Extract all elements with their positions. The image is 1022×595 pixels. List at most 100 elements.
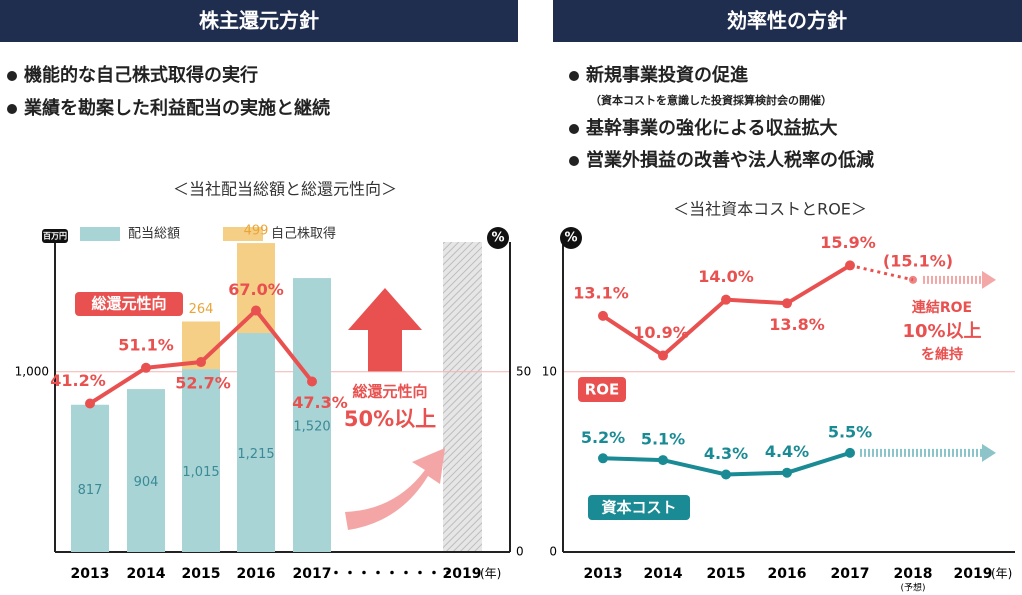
chart-title: ＜当社配当総額と総還元性向＞	[173, 180, 397, 199]
y2-tick-label: 0	[516, 545, 524, 559]
x-tick-label: 2019	[443, 566, 482, 582]
bar-label: 264	[189, 302, 214, 317]
bullet: 機能的な自己株式取得の実行	[24, 64, 258, 86]
bar-label: 1,520	[293, 420, 330, 435]
annotation: 50%以上	[344, 407, 436, 431]
line-point	[307, 376, 317, 387]
point-label: 15.9%	[820, 233, 876, 252]
bar	[237, 333, 275, 552]
point-label: 13.1%	[573, 283, 629, 302]
line-point	[251, 305, 261, 316]
bullet-dot	[569, 71, 579, 81]
x-tick-label: 2017	[293, 566, 332, 582]
header: 株主還元方針	[199, 9, 319, 33]
x-tick-label: 2016	[768, 566, 807, 582]
point-label: 47.3%	[292, 393, 348, 412]
point-label: 14.0%	[698, 267, 754, 286]
up-arrow	[348, 288, 422, 372]
bar-label: 817	[78, 483, 103, 498]
y-tick-label: 10	[542, 364, 557, 378]
point-label: 41.2%	[50, 371, 106, 390]
point-label: 51.1%	[118, 335, 174, 354]
header-bar	[553, 0, 1022, 42]
x-unit: (年)	[991, 567, 1012, 581]
point-label: 13.8%	[769, 315, 825, 334]
point-label: 10.9%	[633, 323, 689, 342]
point-label: (15.1%)	[883, 251, 953, 270]
series-name: 資本コスト	[601, 499, 676, 517]
bullet-dot	[569, 156, 579, 166]
bar	[71, 404, 109, 552]
header: 効率性の方針	[727, 9, 847, 33]
x-tick-note: (予想)	[900, 582, 925, 594]
forecast-bar	[443, 242, 482, 552]
x-tick-label: 2013	[584, 566, 623, 582]
x-tick-label: 2016	[237, 566, 276, 582]
x-tick-label: 2013	[71, 566, 110, 582]
line-point	[845, 447, 855, 458]
bar-label: 1,015	[182, 465, 219, 480]
point-label: 5.2%	[581, 428, 625, 447]
bullet: 業績を勘案した利益配当の実施と継続	[23, 97, 330, 119]
point-label: 5.1%	[641, 430, 685, 449]
bullet: 基幹事業の強化による収益拡大	[585, 117, 837, 139]
x-tick-label: ・・・・・・・・・	[329, 566, 455, 582]
line-point	[721, 294, 731, 305]
line-point	[85, 398, 95, 409]
y-tick-label: 1,000	[15, 364, 49, 378]
line-point	[196, 357, 206, 368]
x-tick-label: 2014	[127, 566, 166, 582]
line-point	[598, 453, 608, 464]
bar-label: 499	[244, 224, 269, 239]
bullet-note: （資本コストを意識した投資採算検討会の開催）	[590, 93, 832, 107]
annotation: を維持	[921, 346, 963, 363]
bar	[182, 369, 220, 552]
bar	[237, 243, 275, 334]
header-bar	[0, 0, 518, 42]
unit-badge	[487, 227, 509, 249]
point-label: 4.3%	[704, 444, 748, 463]
line-point	[598, 310, 608, 321]
y2-unit: %	[491, 231, 504, 246]
point-label: 52.7%	[175, 374, 231, 393]
bar	[293, 278, 331, 552]
bar-label: 904	[134, 475, 159, 490]
line-point	[141, 362, 151, 373]
series-tag	[578, 377, 626, 402]
line-point	[845, 260, 855, 271]
x-tick-label: 2019	[954, 566, 993, 582]
legend-swatch	[223, 227, 263, 241]
point-label: 5.5%	[828, 422, 872, 441]
line-point	[909, 275, 917, 284]
unit-badge	[560, 227, 582, 249]
x-tick-label: 2014	[644, 566, 683, 582]
series-name: 総還元性向	[91, 295, 166, 313]
series-tag	[75, 292, 183, 316]
bullet: 新規事業投資の促進	[586, 64, 748, 86]
y-unit: 百万円	[43, 232, 67, 241]
bullet-dot	[7, 71, 17, 81]
annotation: 10%以上	[902, 321, 981, 342]
trend-arrowhead	[982, 443, 996, 462]
x-unit: (年)	[480, 567, 501, 581]
y2-tick-label: 50	[516, 364, 531, 378]
line-point	[782, 298, 792, 309]
x-tick-label: 2018	[894, 566, 933, 582]
line-point	[658, 350, 668, 361]
annotation: 連結ROE	[912, 299, 972, 316]
x-tick-label: 2015	[707, 566, 746, 582]
series-tag	[588, 495, 690, 520]
y-tick-label: 0	[549, 545, 557, 559]
x-tick-label: 2017	[831, 566, 870, 582]
bullet-dot	[7, 104, 17, 114]
point-label: 4.4%	[765, 442, 809, 461]
legend-label: 配当総額	[128, 227, 180, 242]
line-point	[658, 455, 668, 466]
line-point	[721, 469, 731, 480]
x-tick-label: 2015	[182, 566, 221, 582]
point-label: 67.0%	[228, 280, 284, 299]
unit-badge	[42, 229, 68, 243]
curved-arrow	[345, 448, 445, 530]
line-point	[782, 467, 792, 478]
